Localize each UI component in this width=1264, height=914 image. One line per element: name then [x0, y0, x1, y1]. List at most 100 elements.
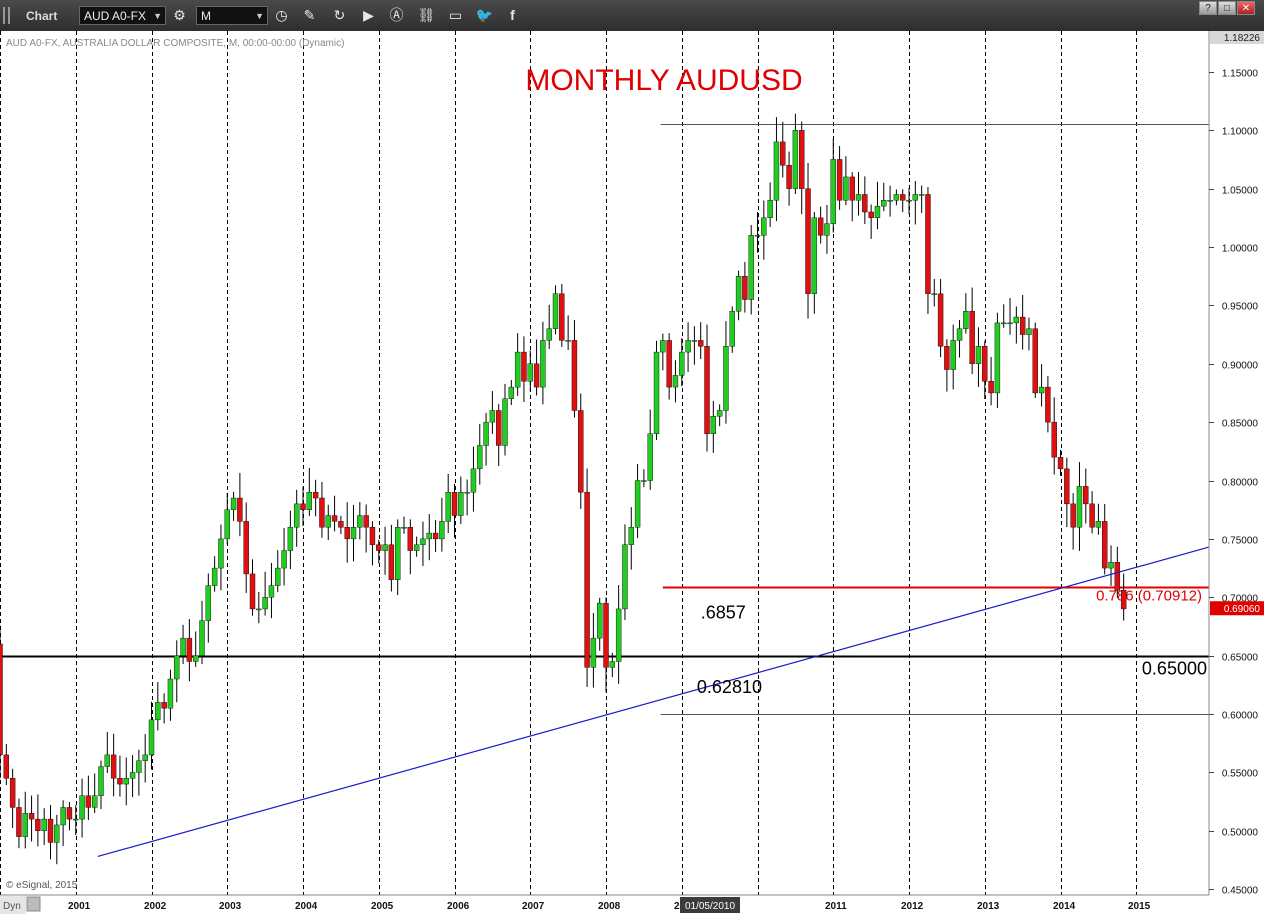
year-label: 2007: [522, 901, 545, 912]
level-line-label: 0.65000: [1142, 659, 1207, 679]
candle-body: [1001, 322, 1007, 325]
dyn-label: Dyn: [3, 901, 21, 912]
candle-body: [268, 585, 275, 598]
candle-body: [622, 544, 628, 610]
candle-body: [237, 497, 243, 522]
link-icon[interactable]: ⛓: [417, 7, 436, 23]
time-axis-labels: 2001200220032004200520062007200820092011…: [68, 901, 1151, 912]
candle-body: [262, 597, 268, 610]
candle-body: [338, 521, 344, 528]
candle-body: [855, 194, 862, 201]
candle-body: [445, 491, 451, 522]
price-tick-label: 1.05000: [1222, 186, 1259, 197]
price-tick-label: 0.45000: [1222, 886, 1259, 897]
candle-body: [22, 813, 28, 837]
year-label: 2015: [1128, 901, 1151, 912]
price-tick-label: 0.65000: [1222, 653, 1259, 664]
alert-icon[interactable]: Ⓐ: [389, 7, 404, 23]
candle-body: [527, 363, 533, 382]
candle-body: [281, 550, 287, 569]
chart-header: AUD A0-FX, AUSTRALIA DOLLAR COMPOSITE, M…: [6, 38, 344, 49]
twitter-icon[interactable]: 🐦: [475, 7, 494, 23]
settings-icon[interactable]: ⚙: [173, 7, 186, 23]
price-tick-label: 0.50000: [1222, 828, 1259, 839]
trendline-group: [97, 546, 1210, 858]
candle-body: [1120, 590, 1127, 610]
candle-body: [881, 200, 887, 207]
facebook-icon[interactable]: f: [510, 7, 515, 23]
clock-icon[interactable]: ◷: [275, 7, 288, 23]
year-label: 2006: [447, 901, 470, 912]
candle-body: [805, 188, 811, 294]
candle-body: [1108, 562, 1114, 569]
price-chart[interactable]: 0.786 (0.70912) 0.65000 AUD A0-FX, AUSTRA…: [0, 31, 1264, 914]
candle-body: [0, 643, 3, 756]
candle-body: [129, 772, 136, 779]
annotations: .6857 0.62810: [697, 602, 762, 697]
comment-icon[interactable]: ▭: [448, 7, 463, 23]
window-title-text: Chart: [26, 8, 58, 23]
candle-body: [495, 410, 502, 446]
candle-body: [653, 351, 660, 435]
interval-selector[interactable]: M ▼: [196, 6, 268, 25]
candle-body: [900, 194, 906, 201]
price-tick-label: 1.10000: [1222, 127, 1259, 138]
price-axis[interactable]: [1209, 31, 1264, 895]
candle-body: [729, 311, 735, 347]
candle-body: [148, 719, 155, 756]
candle-body: [1019, 316, 1026, 335]
candle-body: [868, 211, 874, 219]
interval-text: M: [201, 9, 211, 23]
pencil-icon[interactable]: ✎: [303, 7, 316, 23]
drag-handle-icon[interactable]: [3, 7, 10, 24]
candle-body: [73, 818, 79, 821]
close-button[interactable]: ✕: [1237, 1, 1255, 15]
candle-body: [615, 608, 622, 662]
candle-body: [792, 130, 799, 189]
candle-body: [401, 527, 407, 529]
candle-body: [874, 205, 881, 219]
candle-body: [502, 398, 508, 446]
price-tick-label: 0.85000: [1222, 419, 1259, 430]
candle-body: [1089, 503, 1095, 528]
price-tick-label: 0.80000: [1222, 478, 1259, 489]
top-price-label: 1.18226: [1224, 33, 1261, 44]
candle-body: [300, 503, 306, 510]
candle-body: [862, 194, 868, 213]
help-button[interactable]: ?: [1199, 1, 1217, 15]
candle-body: [742, 275, 748, 300]
price-tick-label: 0.75000: [1222, 536, 1259, 547]
candle-body: [559, 293, 565, 341]
candle-body: [293, 503, 300, 528]
candle-body: [994, 322, 1001, 394]
time-scale-button[interactable]: [26, 896, 41, 912]
candle-body: [275, 567, 281, 586]
cursor-date-label: 01/05/2010: [685, 901, 735, 912]
play-icon[interactable]: ▶: [363, 7, 374, 23]
candle-body: [382, 544, 388, 551]
refresh-icon[interactable]: ↻: [333, 7, 346, 23]
candle-body: [230, 497, 237, 510]
candle-body: [470, 468, 477, 493]
candle-body: [508, 386, 515, 399]
symbol-selector[interactable]: AUD A0-FX ▼: [79, 6, 166, 25]
candle-body: [590, 637, 597, 668]
candle-body: [439, 521, 445, 540]
candle-body: [918, 194, 925, 196]
candle-body: [489, 410, 496, 423]
candle-body: [780, 141, 786, 166]
candle-body: [388, 544, 395, 580]
candle-body: [893, 194, 900, 201]
price-tick-label: 0.60000: [1222, 711, 1259, 722]
maximize-button[interactable]: □: [1218, 1, 1236, 15]
candle-body: [571, 340, 578, 411]
candle-body: [565, 340, 571, 342]
candle-body: [969, 311, 975, 364]
symbol-text: AUD A0-FX: [84, 9, 147, 23]
window-title: Chart: [26, 0, 57, 31]
candle-body: [167, 678, 174, 709]
candle-body: [224, 509, 230, 540]
time-axis[interactable]: [0, 895, 1264, 914]
candle-body: [514, 351, 521, 388]
candle-body: [205, 585, 212, 621]
